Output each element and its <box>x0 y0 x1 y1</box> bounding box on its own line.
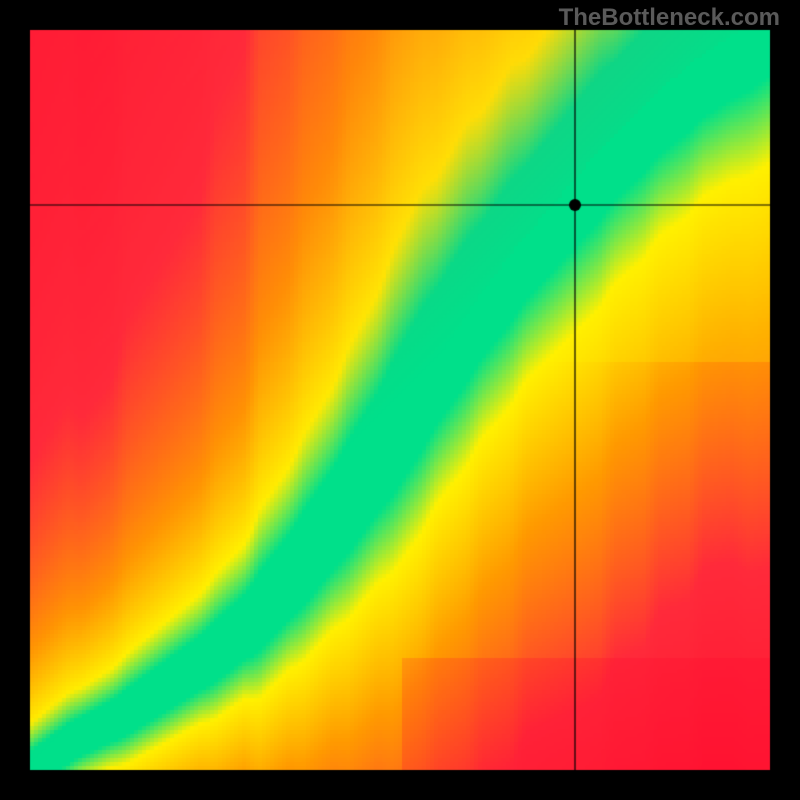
chart-container: TheBottleneck.com <box>0 0 800 800</box>
watermark-text: TheBottleneck.com <box>559 4 780 32</box>
bottleneck-heatmap <box>0 0 800 800</box>
